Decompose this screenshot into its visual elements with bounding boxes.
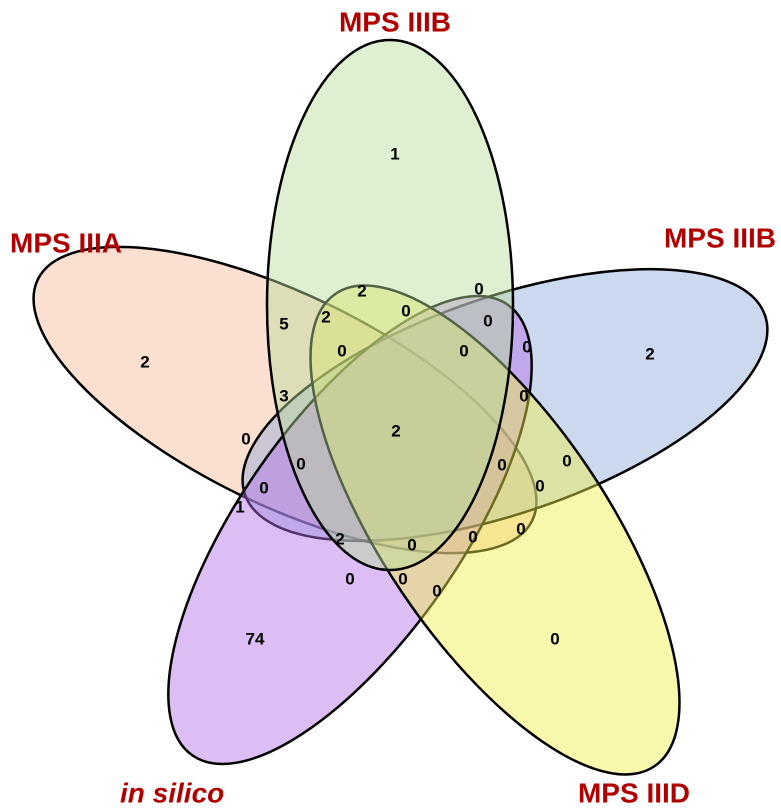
set-ellipse: [167, 294, 533, 766]
set-ellipse: [309, 284, 681, 776]
region-count: 0: [398, 569, 407, 588]
region-count: 74: [246, 629, 265, 648]
region-count: 0: [550, 629, 559, 648]
region-count: 0: [337, 341, 346, 360]
set-label: MPS IIIB: [339, 6, 451, 37]
region-count: 1: [235, 497, 244, 516]
region-count: 0: [468, 527, 477, 546]
region-count: 2: [645, 344, 654, 363]
set-label: MPS IIIB: [664, 222, 776, 253]
sets: [32, 38, 769, 776]
set-label: MPS IIID: [578, 777, 690, 808]
region-count: 0: [241, 429, 250, 448]
region-count: 0: [535, 476, 544, 495]
region-count: 0: [519, 386, 528, 405]
region-count: 5: [279, 314, 288, 333]
region-count: 2: [140, 352, 149, 371]
region-count: 0: [345, 569, 354, 588]
set-label: in silico: [120, 777, 224, 808]
region-count: 2: [321, 307, 330, 326]
region-count: 0: [516, 519, 525, 538]
set-ellipse: [265, 38, 515, 572]
region-count: 0: [483, 311, 492, 330]
region-count: 3: [279, 386, 288, 405]
region-count: 2: [357, 281, 366, 300]
region-count: 2: [335, 529, 344, 548]
set-ellipse: [32, 245, 538, 555]
region-count: 1: [390, 144, 399, 163]
region-count: 0: [562, 451, 571, 470]
region-count: 0: [474, 279, 483, 298]
region-count: 0: [259, 478, 268, 497]
region-count: 0: [522, 337, 531, 356]
region-count: 0: [459, 341, 468, 360]
region-count: 0: [296, 454, 305, 473]
region-count: 0: [432, 581, 441, 600]
region-count: 0: [497, 455, 506, 474]
region-count: 2: [391, 421, 400, 440]
region-count: 0: [407, 535, 416, 554]
region-count: 0: [401, 301, 410, 320]
set-label: MPS IIIA: [10, 227, 122, 258]
